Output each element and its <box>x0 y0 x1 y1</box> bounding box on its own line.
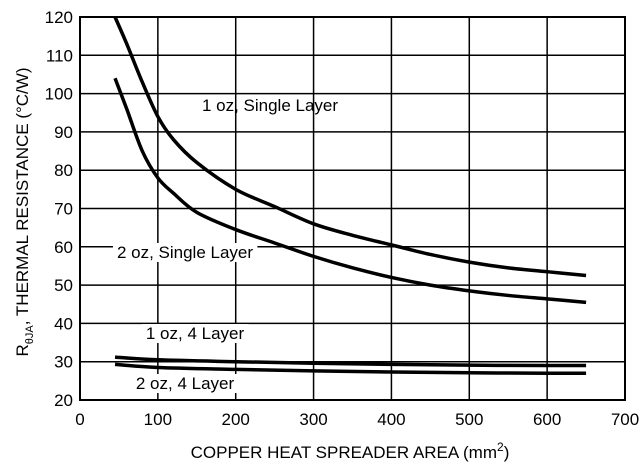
series-label-2-oz-4-layer: 2 oz, 4 Layer <box>136 374 235 393</box>
x-tick-label: 600 <box>533 410 561 429</box>
x-tick-label: 500 <box>455 410 483 429</box>
plot-frame <box>79 16 626 401</box>
series-labels: 1 oz, Single Layer 2 oz, Single Layer 1 oz… <box>112 96 338 393</box>
y-tick-label: 80 <box>54 161 73 180</box>
series-line-2-oz-4-layer <box>114 362 587 375</box>
y-tick-labels: 20 30 40 50 60 70 80 90 100 110 120 <box>45 8 73 410</box>
series-line-1-oz-4-layer <box>114 355 587 368</box>
y-tick-label: 90 <box>54 123 73 142</box>
series-label-background <box>112 243 258 262</box>
x-tick-label: 400 <box>377 410 405 429</box>
y-tick-label: 60 <box>54 238 73 257</box>
series-curves <box>113 16 587 375</box>
series-label-background <box>131 374 239 393</box>
y-tick-label: 70 <box>54 200 73 219</box>
y-tick-label: 120 <box>45 8 73 27</box>
x-tick-label: 300 <box>299 410 327 429</box>
series-line-2-oz-single-layer <box>113 77 587 305</box>
series-line-1-oz-single-layer <box>113 16 587 278</box>
y-tick-label: 110 <box>46 46 73 65</box>
y-tick-label: 100 <box>45 85 73 104</box>
series-label-1-oz-4-layer: 1 oz, 4 Layer <box>146 324 245 343</box>
series-label-2-oz-single-layer: 2 oz, Single Layer <box>117 243 253 262</box>
y-tick-label: 30 <box>54 353 73 372</box>
y-tick-label: 40 <box>54 314 73 333</box>
x-tick-labels: 0 100 200 300 400 500 600 700 <box>75 410 639 429</box>
series-label-background <box>141 324 249 343</box>
x-tick-label: 0 <box>75 410 84 429</box>
x-tick-label: 100 <box>144 410 172 429</box>
x-tick-label: 700 <box>611 410 639 429</box>
y-axis-title: RθJA, THERMAL RESISTANCE (°C/W) <box>13 68 36 357</box>
gridlines <box>79 16 626 401</box>
series-label-1-oz-single-layer: 1 oz, Single Layer <box>202 96 338 115</box>
x-axis-title: COPPER HEAT SPREADER AREA (mm2) <box>191 440 510 462</box>
y-tick-label: 20 <box>54 391 73 410</box>
y-tick-label: 50 <box>54 276 73 295</box>
x-tick-label: 200 <box>222 410 250 429</box>
